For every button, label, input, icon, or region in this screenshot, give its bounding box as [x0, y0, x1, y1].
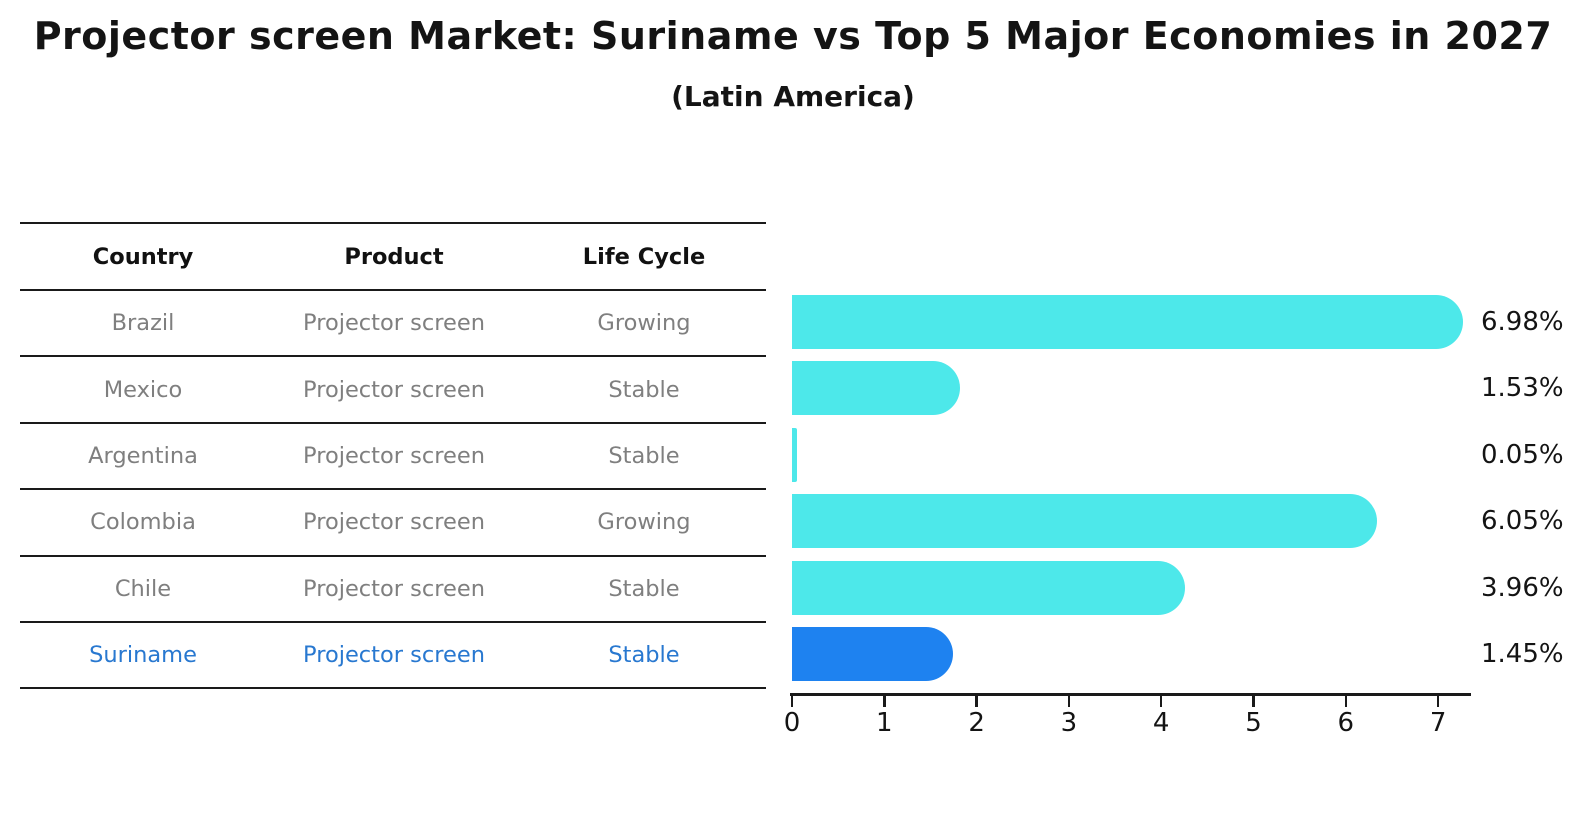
table-body: Brazil Projector screen Growing Mexico P…: [20, 291, 766, 690]
table-row: Argentina Projector screen Stable: [20, 424, 766, 491]
value-label-brazil: 6.98%: [1481, 307, 1564, 337]
column-header-product: Product: [344, 243, 444, 270]
cell-country: Brazil: [111, 310, 175, 337]
cell-life-cycle: Stable: [608, 642, 680, 669]
x-tick-mark: [1159, 693, 1163, 707]
x-tick-label: 7: [1429, 708, 1447, 738]
cell-product: Projector screen: [303, 509, 485, 536]
cell-life-cycle: Stable: [608, 575, 680, 602]
x-tick-mark: [1067, 693, 1071, 707]
chart-subtitle: (Latin America): [671, 80, 915, 113]
bar-suriname: [792, 627, 953, 681]
bar-chile: [792, 560, 1185, 615]
x-tick-label: 0: [783, 708, 801, 738]
x-tick-mark: [1436, 693, 1440, 707]
value-label-argentina: 0.05%: [1481, 439, 1564, 470]
column-header-life-cycle: Life Cycle: [582, 243, 706, 270]
x-tick-label: 6: [1337, 708, 1355, 738]
cell-country: Argentina: [88, 442, 198, 469]
table-row: Brazil Projector screen Growing: [20, 291, 766, 358]
column-header-country: Country: [92, 243, 194, 270]
cell-life-cycle: Growing: [597, 310, 691, 337]
value-label-mexico: 1.53%: [1481, 373, 1564, 404]
cell-country: Suriname: [89, 642, 197, 669]
cell-product: Projector screen: [303, 642, 485, 669]
cell-product: Projector screen: [303, 442, 485, 469]
country-table: Country Product Life Cycle Brazil Projec…: [20, 222, 766, 690]
table-row: Chile Projector screen Stable: [20, 557, 766, 623]
x-tick-label: 4: [1152, 708, 1170, 738]
bar-brazil: [792, 295, 1464, 349]
table-row: Suriname Projector screen Stable: [20, 623, 766, 690]
cell-product: Projector screen: [303, 376, 485, 403]
cell-country: Colombia: [90, 509, 196, 536]
bar-colombia: [792, 494, 1378, 549]
cell-life-cycle: Growing: [597, 509, 691, 536]
table-header-row: Country Product Life Cycle: [20, 224, 766, 291]
table-row: Colombia Projector screen Growing: [20, 490, 766, 557]
x-tick-label: 1: [876, 708, 893, 738]
x-tick-mark: [1344, 693, 1348, 707]
bar-mexico: [792, 361, 961, 416]
x-tick-mark: [975, 693, 978, 707]
value-label-colombia: 6.05%: [1481, 506, 1564, 537]
x-tick-label: 2: [968, 708, 985, 738]
x-tick-label: 3: [1060, 708, 1078, 738]
bar-argentina: [792, 427, 797, 482]
x-tick-mark: [883, 693, 886, 707]
x-tick-label: 5: [1245, 708, 1262, 738]
cell-product: Projector screen: [303, 310, 485, 337]
x-axis-line: [790, 693, 1471, 696]
x-tick-mark: [1252, 693, 1255, 707]
cell-country: Mexico: [103, 376, 183, 403]
cell-product: Projector screen: [303, 575, 485, 602]
table-row: Mexico Projector screen Stable: [20, 357, 766, 424]
chart-title: Projector screen Market: Suriname vs Top…: [33, 14, 1553, 58]
cell-life-cycle: Stable: [608, 442, 680, 469]
x-tick-mark: [790, 693, 794, 707]
value-label-chile: 3.96%: [1481, 572, 1564, 603]
cell-country: Chile: [114, 575, 172, 602]
cell-life-cycle: Stable: [608, 376, 680, 403]
value-label-suriname: 1.45%: [1481, 639, 1564, 669]
